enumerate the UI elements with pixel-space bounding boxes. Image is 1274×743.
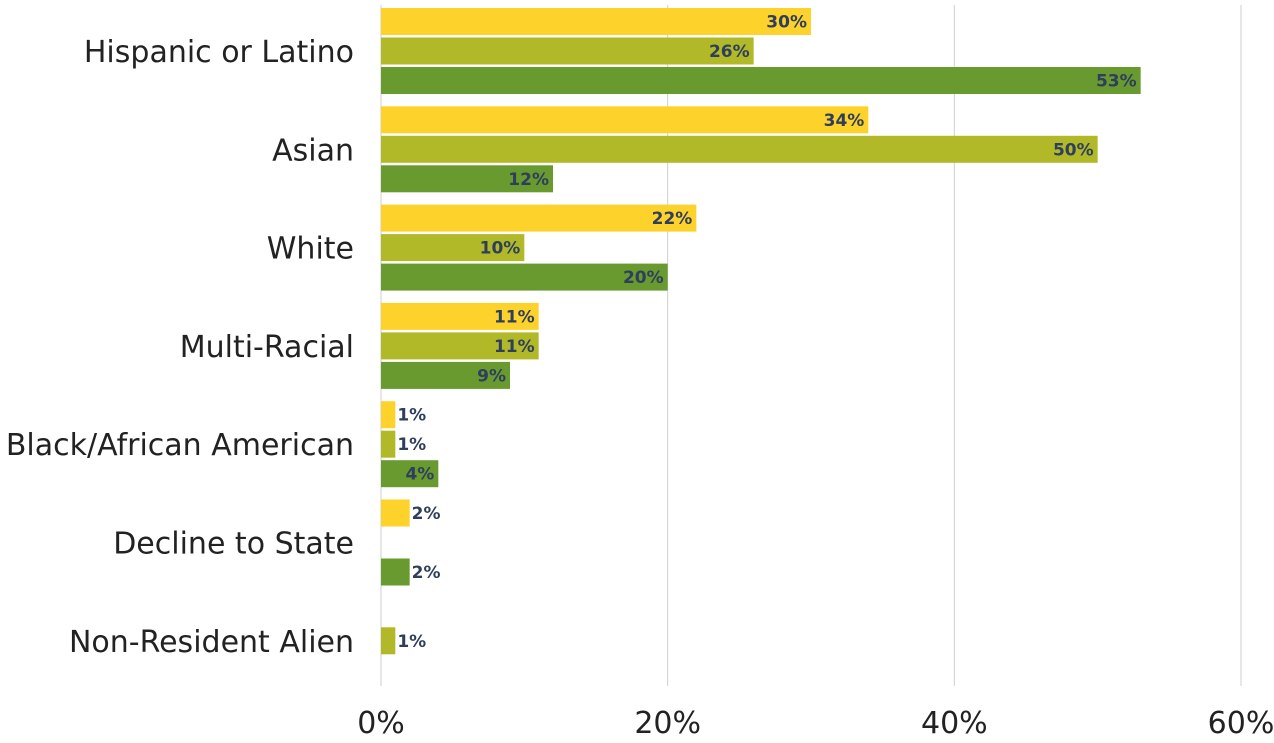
- bar: [381, 460, 439, 488]
- bar: [381, 37, 754, 65]
- data-label: 9%: [477, 366, 506, 386]
- category-label: Hispanic or Latino: [84, 35, 354, 70]
- bar: [381, 558, 410, 586]
- data-label: 2%: [412, 563, 441, 583]
- bar: [381, 302, 539, 330]
- category-labels: Hispanic or Latino Asian White Multi-Racial…: [6, 35, 354, 660]
- bar: [381, 627, 396, 655]
- category-label: White: [267, 232, 354, 267]
- bar: [381, 332, 539, 360]
- data-label: 4%: [405, 465, 434, 485]
- bar: [381, 67, 1141, 94]
- data-label: 11%: [494, 337, 535, 357]
- data-label: 22%: [652, 209, 693, 229]
- bar: [381, 204, 697, 232]
- x-tick-label: 60%: [1208, 706, 1274, 741]
- data-label: 53%: [1096, 72, 1137, 92]
- bar: [381, 430, 396, 458]
- bar: [381, 263, 668, 291]
- data-label: 1%: [397, 632, 426, 652]
- data-label: 20%: [623, 268, 664, 288]
- category-label: Multi-Racial: [180, 330, 354, 365]
- category-label: Non-Resident Alien: [69, 625, 354, 660]
- data-label: 10%: [480, 239, 521, 259]
- data-label: 26%: [709, 42, 750, 62]
- category-label: Asian: [272, 133, 354, 168]
- bar: [381, 234, 525, 262]
- data-label: 1%: [397, 435, 426, 455]
- x-axis-tick-labels: 0% 20% 40% 60%: [357, 706, 1274, 741]
- bar: [381, 135, 1098, 163]
- data-label: 2%: [412, 504, 441, 524]
- x-tick-label: 40%: [921, 706, 988, 741]
- bar: [381, 106, 869, 134]
- data-label: 12%: [508, 170, 549, 190]
- bar: [381, 401, 396, 429]
- data-label: 11%: [494, 307, 535, 327]
- category-label: Black/African American: [6, 428, 354, 463]
- bar: [381, 361, 510, 389]
- bar: [381, 499, 410, 527]
- data-label: 1%: [397, 406, 426, 426]
- bar: [381, 8, 811, 35]
- x-tick-label: 20%: [634, 706, 701, 741]
- bar: [381, 165, 553, 193]
- data-labels: 30% 34% 22% 11% 1% 2% 26% 50% 10% 11% 1% 1% 53% 12% 20…: [397, 13, 1136, 652]
- category-label: Decline to State: [113, 527, 354, 562]
- data-label: 34%: [824, 111, 865, 131]
- data-label: 30%: [766, 13, 807, 33]
- bars: [381, 8, 1141, 655]
- data-label: 50%: [1053, 140, 1094, 160]
- x-tick-label: 0%: [357, 706, 405, 741]
